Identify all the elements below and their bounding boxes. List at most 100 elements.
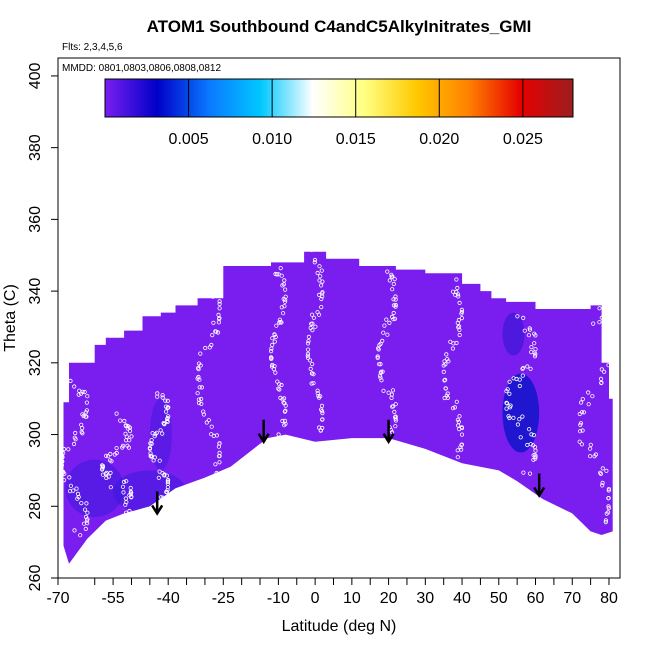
observation-point [527, 471, 533, 476]
observation-point [389, 395, 394, 400]
observation-point [75, 491, 81, 496]
observation-point [123, 496, 129, 501]
observation-point [518, 435, 523, 440]
observation-point [604, 468, 609, 473]
observation-point [82, 507, 88, 512]
observation-point [454, 462, 459, 467]
observation-point [272, 332, 277, 337]
observation-point [157, 469, 162, 474]
observation-point [162, 421, 167, 427]
observation-point [84, 408, 90, 413]
observation-point [283, 294, 288, 299]
observation-point [270, 336, 275, 341]
flight-arrow [382, 419, 395, 445]
observation-point [211, 320, 216, 325]
observation-point [459, 315, 464, 321]
observation-point [103, 471, 108, 476]
observation-point [121, 490, 126, 495]
observation-point [578, 400, 584, 405]
observation-point [319, 403, 325, 408]
observation-point [165, 493, 170, 499]
observation-point [129, 495, 134, 500]
y-tick-label: 380 [27, 134, 44, 161]
observation-point [165, 479, 170, 485]
observation-point [529, 349, 534, 355]
x-tick-label: -40 [157, 590, 180, 607]
observation-point [319, 304, 324, 310]
observation-point [307, 358, 313, 363]
observation-point [282, 299, 288, 304]
observation-point [84, 501, 89, 506]
observation-point [511, 376, 516, 381]
colorbar-tick-label: 0.020 [419, 131, 459, 148]
observation-point [153, 432, 158, 437]
observation-point [393, 302, 398, 308]
observation-point [305, 351, 311, 356]
observation-point [280, 418, 285, 424]
observation-point [459, 442, 464, 447]
observation-point [597, 470, 603, 475]
observation-point [104, 470, 109, 475]
observation-point [455, 455, 460, 460]
observation-point [602, 334, 607, 339]
observation-point [305, 347, 311, 352]
x-tick-label: 10 [343, 590, 361, 607]
observation-point [312, 257, 318, 263]
observation-point [378, 361, 383, 367]
observation-point [121, 479, 127, 484]
observation-point [164, 473, 169, 478]
observation-point [315, 391, 320, 396]
observation-point [459, 425, 464, 430]
observation-point [118, 418, 123, 423]
observation-point [393, 424, 398, 429]
observation-point [445, 356, 450, 362]
observation-point [108, 470, 113, 475]
observation-point [526, 333, 532, 338]
concentration-patch [113, 470, 187, 514]
observation-point [127, 438, 132, 443]
colorbar-frame [104, 78, 574, 118]
observation-point [454, 289, 459, 295]
observation-point [156, 475, 161, 480]
observation-point [599, 367, 604, 372]
observation-point [606, 495, 611, 501]
observation-point [276, 386, 281, 391]
colorbar-tick-label: 0.010 [252, 131, 292, 148]
observation-point [216, 312, 221, 317]
colorbar-tick-label: 0.005 [169, 131, 209, 148]
observation-point [442, 395, 447, 401]
observation-point [387, 320, 392, 325]
observation-point [147, 445, 152, 450]
observation-point [508, 403, 513, 408]
observation-point [603, 518, 609, 523]
observation-point [199, 401, 204, 406]
observation-point [308, 366, 313, 371]
x-tick-label: -10 [267, 590, 290, 607]
observation-point [391, 310, 396, 316]
observation-point [452, 405, 457, 410]
observation-point [521, 365, 526, 371]
observation-point [280, 311, 286, 316]
colorbar-tick-label: 0.015 [336, 131, 376, 148]
observation-point [600, 466, 605, 471]
observation-point [532, 331, 537, 336]
observation-point [602, 338, 607, 343]
observation-point [375, 355, 380, 360]
observation-point [278, 265, 283, 271]
x-tick-label: 70 [563, 590, 581, 607]
observation-point [580, 396, 585, 402]
observation-point [532, 341, 537, 346]
observation-point [79, 429, 84, 435]
observation-point [528, 366, 533, 371]
observation-point [74, 486, 79, 491]
observation-point [319, 268, 324, 273]
x-tick-label: 40 [453, 590, 471, 607]
observation-point [392, 316, 398, 321]
observation-point [507, 379, 512, 384]
observation-point [100, 472, 106, 477]
y-tick-label: 300 [27, 421, 44, 448]
observation-point [217, 289, 222, 294]
x-tick-label: -25 [212, 590, 235, 607]
y-tick-label: 340 [27, 278, 44, 305]
